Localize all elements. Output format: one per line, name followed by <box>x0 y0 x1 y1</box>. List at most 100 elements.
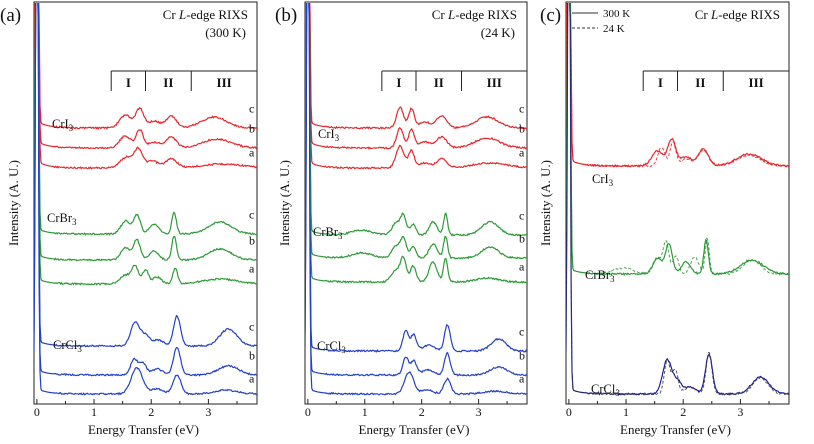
panel-label: (c) <box>540 5 561 26</box>
legend-entry: 300 K <box>603 8 630 20</box>
y-axis-label: Intensity (A. U.) <box>277 160 292 246</box>
panel-label: (b) <box>275 5 297 26</box>
spectrum-line <box>305 3 527 130</box>
series-letter-a: a <box>249 371 255 385</box>
chart-subtitle: (24 K) <box>481 25 515 40</box>
group-CrBr3 <box>34 3 257 286</box>
series-letter-b: b <box>249 233 255 247</box>
series-letter-c: c <box>249 207 254 221</box>
group-CrI3 <box>305 3 527 170</box>
spectrum-line <box>34 3 257 262</box>
x-tick-label: 1 <box>623 405 629 419</box>
sample-name-CrCl3: CrCl3 <box>53 338 82 354</box>
series-letter-a: a <box>249 145 255 159</box>
series-letter-b: b <box>249 121 255 135</box>
group-CrI3 <box>34 3 257 170</box>
spectrum-line <box>305 3 527 170</box>
region-label-I: I <box>396 75 401 90</box>
x-tick-label: 1 <box>362 405 368 419</box>
series-letter-b: b <box>519 348 525 362</box>
series-letter-b: b <box>519 121 525 135</box>
x-tick-label: 2 <box>419 405 425 419</box>
spectrum-line <box>34 3 257 236</box>
x-axis-label: Energy Transfer (eV) <box>359 422 470 437</box>
group-CrCl3 <box>34 3 257 396</box>
sample-name-CrBr3: CrBr3 <box>585 268 615 284</box>
series-letter-c: c <box>519 101 524 115</box>
panel-label: (a) <box>0 5 21 26</box>
series-letter-a: a <box>519 371 525 385</box>
spectrum-line <box>34 3 257 396</box>
sample-name-CrI3: CrI3 <box>52 117 74 133</box>
x-tick-label: 0 <box>305 405 311 419</box>
x-tick-label: 0 <box>34 405 40 419</box>
x-tick-label: 2 <box>680 405 686 419</box>
region-label-II: II <box>163 75 173 90</box>
spectrum-line <box>305 3 527 284</box>
spectrum-line <box>34 3 257 150</box>
x-tick-label: 1 <box>91 405 97 419</box>
series-letter-c: c <box>249 101 254 115</box>
series-letter-b: b <box>519 231 525 245</box>
y-axis-label: Intensity (A. U.) <box>538 160 553 246</box>
chart-title: Cr L-edge RIXS <box>163 7 248 22</box>
region-label-I: I <box>658 75 663 90</box>
sample-name-CrCl3: CrCl3 <box>317 339 346 355</box>
spectrum-line <box>305 3 527 260</box>
group-CrCl3 <box>305 3 527 396</box>
sample-name-CrI3: CrI3 <box>318 127 340 143</box>
x-tick-label: 0 <box>566 405 572 419</box>
spectrum-line <box>566 3 789 276</box>
region-bracket: I II III <box>642 70 789 91</box>
x-tick-label: 3 <box>476 405 482 419</box>
series-letter-b: b <box>249 348 255 362</box>
series-letter-a: a <box>519 145 525 159</box>
spectra <box>305 3 527 396</box>
sample-name-CrBr3: CrBr3 <box>47 211 77 227</box>
spectrum-line <box>305 3 527 353</box>
x-axis-label: Energy Transfer (eV) <box>88 422 199 437</box>
spectra <box>34 3 257 396</box>
region-label-II: II <box>434 75 444 90</box>
region-bracket: I II III <box>110 70 257 91</box>
x-tick-label: 3 <box>205 405 211 419</box>
spectrum-line <box>566 3 789 276</box>
series-letter-c: c <box>519 208 524 222</box>
spectrum-line <box>305 3 527 377</box>
spectrum-line <box>34 3 257 348</box>
sample-name-CrI3: CrI3 <box>592 172 614 188</box>
spectrum-line <box>566 3 789 168</box>
chart-title: Cr L-edge RIXS <box>695 7 780 22</box>
series-letter-c: c <box>519 324 524 338</box>
group-CrCl3 <box>566 3 789 396</box>
sample-name-CrCl3: CrCl3 <box>591 382 620 398</box>
group-CrBr3 <box>305 3 527 284</box>
region-label-II: II <box>695 75 705 90</box>
spectra <box>566 3 789 396</box>
chart-title: Cr L-edge RIXS <box>432 7 517 22</box>
spectrum-line <box>34 3 257 130</box>
spectrum-line <box>34 3 257 170</box>
spectrum-line <box>566 3 789 396</box>
region-bracket: I II III <box>381 70 527 91</box>
spectrum-line <box>34 3 257 286</box>
spectrum-line <box>305 3 527 396</box>
spectrum-line <box>34 3 257 377</box>
x-tick-label: 3 <box>737 405 743 419</box>
x-tick-label: 2 <box>148 405 154 419</box>
region-label-III: III <box>487 75 502 90</box>
y-axis-label: Intensity (A. U.) <box>6 160 21 246</box>
spectrum-line <box>305 3 527 150</box>
region-label-III: III <box>749 75 764 90</box>
region-label-III: III <box>217 75 232 90</box>
series-letter-c: c <box>249 319 254 333</box>
chart-subtitle: (300 K) <box>205 25 246 40</box>
series-letter-a: a <box>249 261 255 275</box>
region-label-I: I <box>126 75 131 90</box>
group-CrBr3 <box>566 3 789 276</box>
spectrum-line <box>566 3 789 396</box>
